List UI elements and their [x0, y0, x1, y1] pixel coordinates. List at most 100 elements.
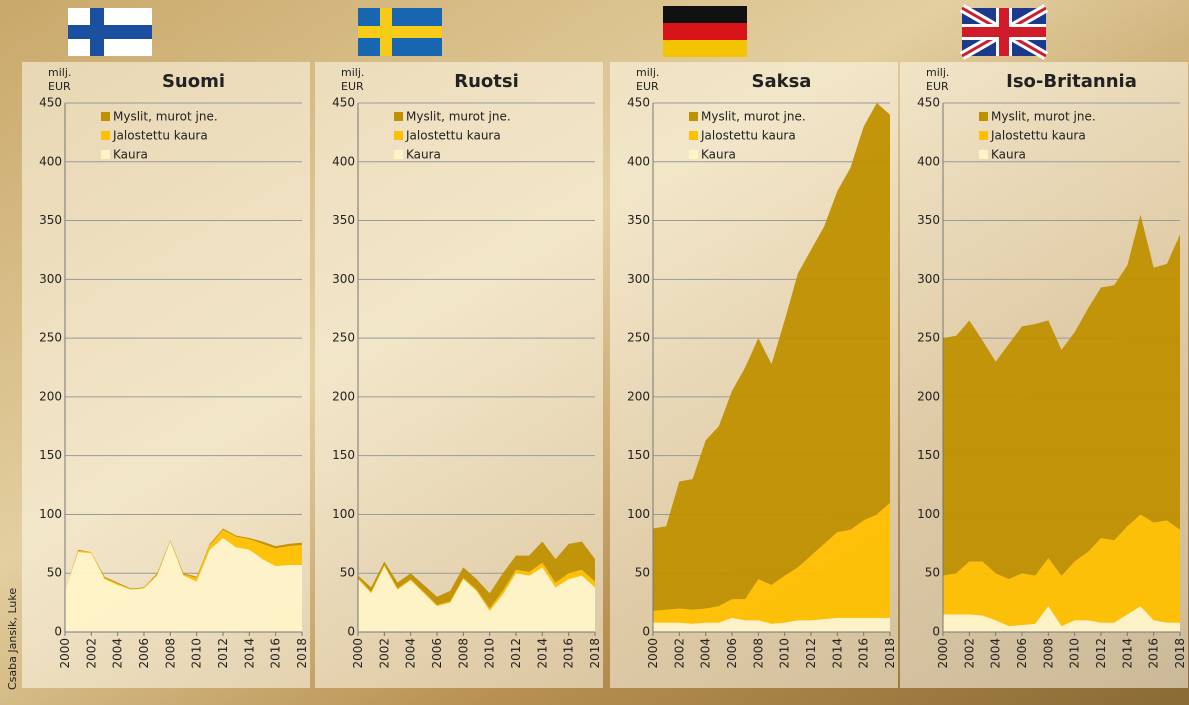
legend-label: Kaura [991, 148, 1026, 162]
legend-swatch [394, 112, 403, 121]
legend-swatch [394, 150, 403, 159]
x-tick-label: 2008 [456, 638, 470, 669]
legend-swatch [979, 112, 988, 121]
y-tick-label: 300 [627, 272, 650, 286]
flag-finland [68, 8, 152, 56]
x-tick-label: 2000 [936, 638, 950, 669]
x-tick-label: 2008 [1041, 638, 1055, 669]
x-tick-label: 2006 [725, 638, 739, 669]
y-tick-label: 200 [39, 389, 62, 403]
y-tick-label: 300 [332, 272, 355, 286]
y-tick-label: 250 [627, 331, 650, 345]
y-tick-label: 50 [635, 566, 650, 580]
x-tick-label: 2014 [242, 638, 256, 669]
legend-label: Myslit, murot jne. [701, 110, 806, 124]
y-tick-label: 0 [347, 625, 355, 639]
legend-label: Myslit, murot jne. [406, 110, 511, 124]
legend-label: Myslit, murot jne. [991, 110, 1096, 124]
y-tick-label: 250 [917, 331, 940, 345]
y-tick-label: 400 [332, 154, 355, 168]
y-tick-label: 250 [332, 331, 355, 345]
x-tick-label: 2000 [646, 638, 660, 669]
legend-swatch [101, 150, 110, 159]
x-tick-label: 2016 [857, 638, 871, 669]
x-tick-label: 2000 [351, 638, 365, 669]
x-tick-label: 2004 [111, 638, 125, 669]
x-tick-label: 2008 [163, 638, 177, 669]
x-tick-label: 2018 [588, 638, 602, 669]
x-tick-label: 2010 [190, 638, 204, 669]
x-tick-label: 2002 [672, 638, 686, 669]
y-tick-label: 150 [627, 448, 650, 462]
y-tick-label: 350 [917, 213, 940, 227]
y-tick-label: 400 [917, 154, 940, 168]
legend-label: Myslit, murot jne. [113, 110, 218, 124]
x-tick-label: 2010 [1068, 638, 1082, 669]
x-tick-label: 2018 [1173, 638, 1187, 669]
x-tick-label: 2004 [989, 638, 1003, 669]
x-tick-label: 2012 [509, 638, 523, 669]
x-tick-label: 2004 [404, 638, 418, 669]
y-tick-label: 0 [932, 625, 940, 639]
x-tick-label: 2014 [1120, 638, 1134, 669]
y-tick-label: 350 [39, 213, 62, 227]
page: Csaba Jansik, LukeSuomi05010015020025030… [0, 0, 1189, 705]
x-tick-label: 2016 [1147, 638, 1161, 669]
legend-swatch [101, 131, 110, 140]
y-tick-label: 250 [39, 331, 62, 345]
x-tick-label: 2002 [84, 638, 98, 669]
y-axis-label: milj. EUR [636, 66, 670, 94]
legend-label: Jalostettu kaura [990, 129, 1086, 143]
x-tick-label: 2010 [483, 638, 497, 669]
x-tick-label: 2002 [377, 638, 391, 669]
y-tick-label: 0 [54, 625, 62, 639]
x-tick-label: 2008 [751, 638, 765, 669]
chart-title: Saksa [752, 71, 812, 92]
y-tick-label: 100 [332, 507, 355, 521]
x-tick-label: 2018 [883, 638, 897, 669]
x-tick-label: 2006 [1015, 638, 1029, 669]
y-tick-label: 200 [332, 389, 355, 403]
y-tick-label: 450 [39, 96, 62, 110]
flag-uk [962, 8, 1046, 56]
legend-swatch [101, 112, 110, 121]
x-tick-label: 2012 [804, 638, 818, 669]
chart-title: Ruotsi [454, 71, 519, 92]
x-tick-label: 2000 [58, 638, 72, 669]
y-tick-label: 150 [39, 448, 62, 462]
y-tick-label: 400 [627, 154, 650, 168]
x-tick-label: 2004 [699, 638, 713, 669]
x-tick-label: 2016 [269, 638, 283, 669]
legend-swatch [979, 131, 988, 140]
y-tick-label: 400 [39, 154, 62, 168]
x-tick-label: 2016 [562, 638, 576, 669]
y-tick-label: 450 [627, 96, 650, 110]
legend-swatch [394, 131, 403, 140]
x-tick-label: 2014 [535, 638, 549, 669]
x-tick-label: 2002 [962, 638, 976, 669]
x-tick-label: 2006 [430, 638, 444, 669]
y-tick-label: 300 [39, 272, 62, 286]
y-tick-label: 200 [917, 389, 940, 403]
legend-label: Jalostettu kaura [700, 129, 796, 143]
chart-title: Iso-Britannia [1006, 71, 1137, 92]
legend-label: Jalostettu kaura [112, 129, 208, 143]
y-tick-label: 0 [642, 625, 650, 639]
legend-label: Kaura [406, 148, 441, 162]
flag-sweden [358, 8, 442, 56]
y-tick-label: 450 [332, 96, 355, 110]
y-tick-label: 200 [627, 389, 650, 403]
y-axis-label: milj. EUR [48, 66, 82, 94]
legend-swatch [979, 150, 988, 159]
flag-germany [663, 6, 747, 57]
y-tick-label: 100 [39, 507, 62, 521]
legend-swatch [689, 131, 698, 140]
y-tick-label: 50 [47, 566, 62, 580]
y-tick-label: 350 [627, 213, 650, 227]
y-tick-label: 100 [917, 507, 940, 521]
chart: Csaba Jansik, LukeSuomi05010015020025030… [0, 0, 1189, 705]
x-tick-label: 2012 [1094, 638, 1108, 669]
y-tick-label: 100 [627, 507, 650, 521]
x-tick-label: 2012 [216, 638, 230, 669]
y-tick-label: 300 [917, 272, 940, 286]
